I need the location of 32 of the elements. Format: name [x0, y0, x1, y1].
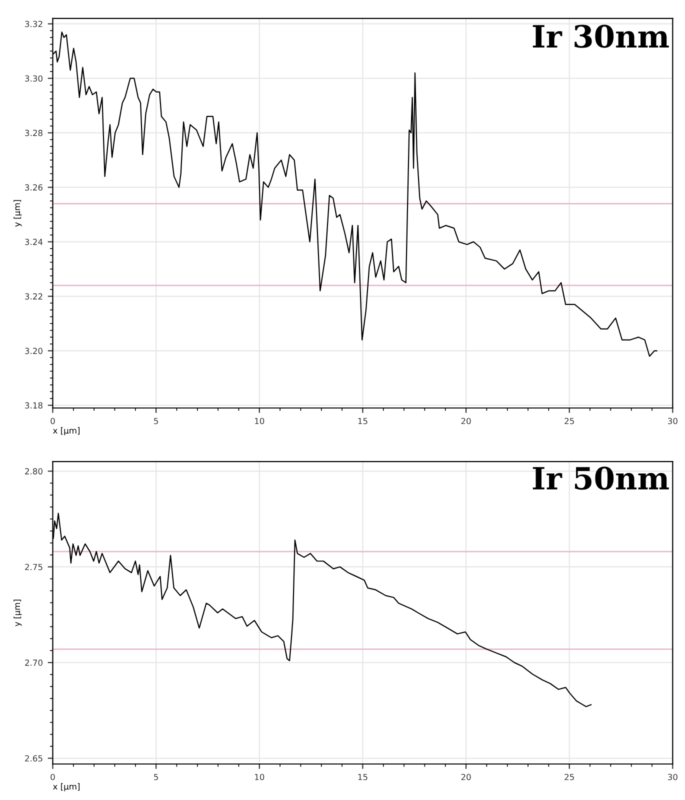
x-tick-label: 0: [50, 418, 55, 424]
x-axis-title: x [µm]: [52, 783, 80, 792]
y-axis-title: y [µm]: [14, 200, 22, 227]
y-tick-label: 3.24: [25, 238, 43, 246]
x-tick-label: 30: [668, 418, 678, 424]
y-tick-label: 2.80: [25, 468, 42, 474]
y-tick-label: 3.20: [25, 348, 42, 354]
y-tick-label: 3.22: [25, 293, 42, 300]
x-tick-label: 30: [668, 774, 678, 780]
y-tick-label: 3.30: [25, 75, 42, 82]
chart-title: Ir 30nm: [532, 24, 669, 48]
x-tick-label: 20: [461, 418, 471, 424]
x-tick-label: 15: [358, 418, 368, 424]
x-axis-title: x [µm]: [52, 427, 80, 436]
chart-title: Ir 50nm: [532, 466, 669, 490]
x-tick-label: 25: [564, 418, 574, 424]
y-tick-label: 3.28: [25, 130, 42, 136]
x-tick-label: 5: [154, 774, 158, 780]
y-tick-label: 3.18: [25, 402, 42, 409]
x-tick-label: 10: [255, 774, 264, 780]
x-tick-label: 25: [564, 774, 574, 780]
y-tick-label: 3.32: [25, 20, 42, 28]
x-tick-label: 0: [50, 774, 55, 780]
y-tick-label: 2.65: [25, 755, 42, 762]
y-axis-title: y [µm]: [14, 600, 22, 626]
y-tick-label: 3.26: [25, 184, 42, 191]
x-tick-label: 10: [255, 418, 264, 424]
x-tick-label: 15: [358, 774, 368, 780]
y-tick-label: 2.75: [25, 564, 42, 570]
y-tick-label: 2.70: [25, 660, 42, 666]
x-tick-label: 20: [461, 774, 471, 780]
x-tick-label: 5: [154, 418, 158, 424]
